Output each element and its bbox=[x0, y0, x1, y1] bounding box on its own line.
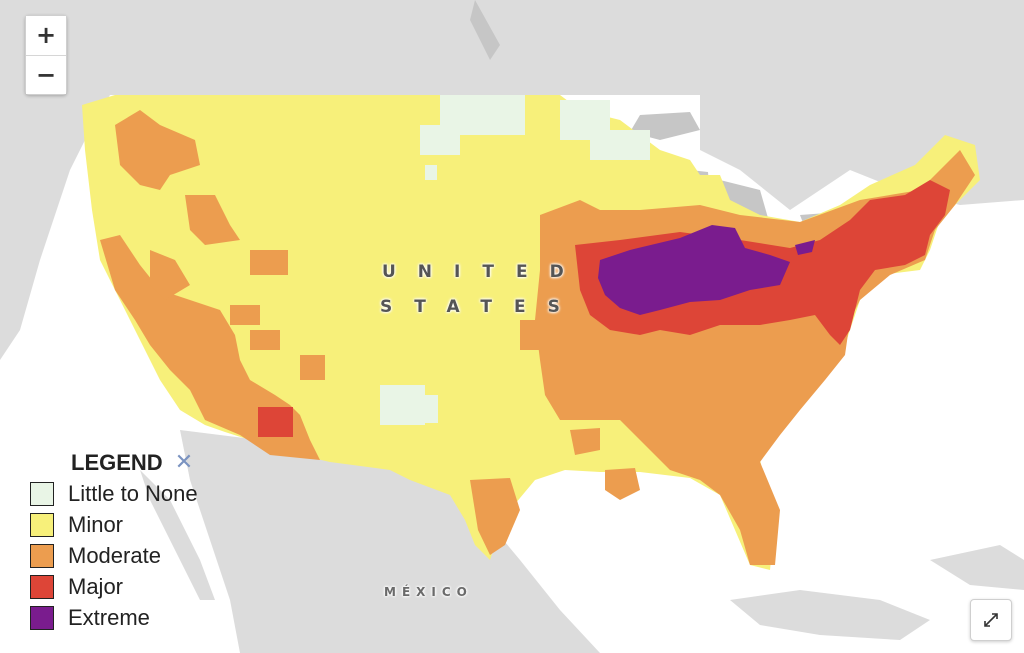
legend-item-little-to-none: Little to None bbox=[30, 478, 230, 509]
close-icon[interactable]: ✕ bbox=[174, 450, 194, 475]
legend-label: Major bbox=[68, 573, 124, 599]
region-little-to-none bbox=[380, 95, 650, 425]
legend-swatch bbox=[30, 574, 54, 599]
legend-item-moderate: Moderate bbox=[30, 540, 230, 571]
legend-swatch bbox=[30, 481, 54, 506]
legend-label: Minor bbox=[68, 511, 124, 537]
region-extreme bbox=[598, 225, 790, 315]
legend-swatch bbox=[30, 512, 54, 537]
legend-swatch bbox=[30, 543, 54, 568]
legend-panel: LEGEND ✕ Little to None Minor Moderate M… bbox=[30, 448, 230, 633]
country-label-line2: STATES bbox=[380, 297, 582, 317]
zoom-in-button[interactable]: + bbox=[26, 16, 66, 55]
legend-title: LEGEND bbox=[71, 450, 163, 475]
legend-label: Extreme bbox=[68, 604, 150, 630]
legend-item-extreme: Extreme bbox=[30, 602, 230, 633]
expand-arrows-icon bbox=[984, 613, 998, 627]
zoom-control: + − bbox=[25, 15, 67, 95]
legend-swatch bbox=[30, 605, 54, 630]
legend-header: LEGEND ✕ bbox=[71, 448, 230, 478]
legend-item-minor: Minor bbox=[30, 509, 230, 540]
zoom-out-button[interactable]: − bbox=[26, 55, 66, 94]
legend-label: Little to None bbox=[68, 480, 198, 506]
legend-label: Moderate bbox=[68, 542, 161, 568]
legend-item-major: Major bbox=[30, 571, 230, 602]
region-extreme-east bbox=[795, 240, 815, 255]
neighbor-country-label: MÉXICO bbox=[384, 585, 473, 599]
country-label-line1: UNITED bbox=[382, 262, 586, 282]
fullscreen-button[interactable] bbox=[970, 599, 1012, 641]
